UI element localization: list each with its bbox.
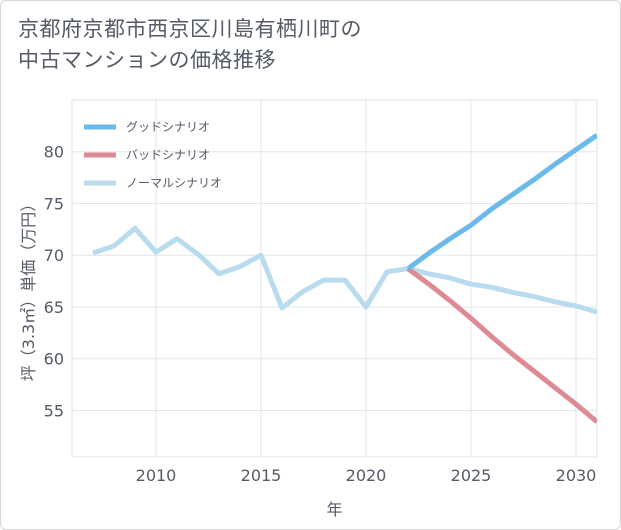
series-line-0	[406, 133, 597, 271]
x-tick-label: 2030	[556, 466, 597, 485]
legend-label-0: グッドシナリオ	[126, 120, 210, 134]
grid-lines	[71, 99, 598, 458]
series-line-2	[92, 225, 597, 315]
x-axis-title: 年	[326, 500, 342, 519]
x-tick-label: 2010	[136, 466, 177, 485]
y-tick-label: 60	[44, 350, 64, 369]
y-tick-label: 75	[44, 194, 64, 213]
y-tick-label: 65	[44, 298, 64, 317]
legend-label-2: ノーマルシナリオ	[126, 176, 222, 190]
x-tick-label: 2015	[241, 466, 282, 485]
x-tick-label: 2025	[451, 466, 492, 485]
y-tick-label: 70	[44, 246, 64, 265]
plot-area-border	[71, 99, 598, 458]
chart-title-line-2: 中古マンションの価格推移	[18, 48, 276, 72]
x-tick-labels: 2010 2015 2020 2025 2030	[136, 466, 597, 485]
legend-label-1: バッドシナリオ	[126, 148, 210, 162]
y-tick-labels: 55 60 65 70 75 80	[44, 143, 64, 421]
series-line-1	[406, 266, 597, 424]
y-axis-title: 坪（3.3㎡）単価（万円）	[19, 196, 38, 381]
x-tick-label: 2020	[346, 466, 387, 485]
y-tick-label: 55	[44, 401, 64, 420]
chart-title: 京都府京都市西京区川島有栖川町の 中古マンションの価格推移	[18, 14, 598, 76]
chart-title-line-1: 京都府京都市西京区川島有栖川町の	[18, 17, 362, 41]
y-tick-label: 80	[44, 143, 64, 162]
data-series	[92, 133, 597, 424]
